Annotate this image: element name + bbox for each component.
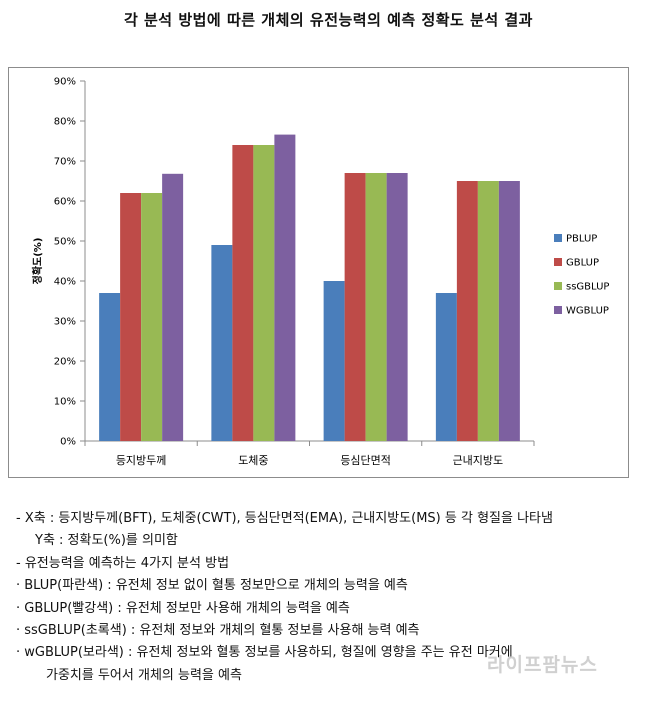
legend-label-gblup: GBLUP: [566, 258, 599, 269]
y-tick-label: 90%: [54, 77, 76, 88]
bar-ssgblup: [477, 181, 499, 441]
bar-pblup: [99, 293, 121, 441]
note-methods-heading: - 유전능력을 예측하는 4가지 분석 방법: [16, 555, 230, 571]
y-tick-label: 0%: [60, 437, 76, 448]
legend-label-wgblup: WGBLUP: [566, 306, 609, 317]
y-axis-title: 정확도(%): [31, 238, 44, 285]
y-tick-label: 30%: [54, 317, 76, 328]
note-y-axis: Y축 : 정확도(%)를 의미함: [35, 533, 178, 549]
note-wgblup: · wGBLUP(보라색) : 유전체 정보와 혈통 정보를 사용하되, 형질에…: [16, 645, 513, 661]
legend-swatch-ssgblup: [554, 282, 562, 290]
legend-swatch-gblup: [554, 258, 562, 266]
note-ssgblup: · ssGBLUP(초록색) : 유전체 정보와 개체의 혈통 정보를 사용해 …: [16, 623, 420, 639]
bar-pblup: [211, 245, 233, 441]
bar-gblup: [120, 193, 142, 441]
y-tick-label: 80%: [54, 117, 76, 128]
note-x-axis: - X축 : 등지방두께(BFT), 도체중(CWT), 등심단면적(EMA),…: [16, 511, 553, 526]
bar-wgblup: [498, 181, 520, 441]
y-tick-label: 20%: [54, 357, 76, 368]
bar-gblup: [232, 145, 254, 441]
legend-label-pblup: PBLUP: [566, 234, 597, 245]
x-category-label: 도체중: [238, 454, 268, 467]
bar-gblup: [344, 173, 366, 441]
bar-ssgblup: [253, 145, 275, 441]
bar-wgblup: [386, 173, 408, 441]
legend-swatch-wgblup: [554, 306, 562, 314]
x-category-label: 근내지방도: [453, 454, 504, 467]
bar-chart: 0% 10% 20% 30% 40% 50% 60% 70% 80% 90% 정확도(%) 등지방두께…: [31, 77, 609, 468]
legend-label-ssgblup: ssGBLUP: [566, 282, 609, 293]
notes: - X축 : 등지방두께(BFT), 도체중(CWT), 등심단면적(EMA),…: [16, 508, 656, 687]
bar-ssgblup: [365, 173, 387, 441]
y-tick-label: 50%: [54, 237, 76, 248]
x-category-label: 등심단면적: [340, 454, 391, 467]
bar-pblup: [323, 281, 345, 441]
bar-wgblup: [274, 134, 296, 441]
watermark-logo: 라이프팜뉴스: [487, 654, 598, 676]
page-title: 각 분석 방법에 따른 개체의 유전능력의 예측 정확도 분석 결과: [123, 11, 533, 29]
bar-gblup: [456, 181, 478, 441]
note-gblup: · GBLUP(빨강색) : 유전체 정보만 사용해 개체의 능력을 예측: [16, 600, 350, 616]
bar-pblup: [435, 293, 457, 441]
note-blup: · BLUP(파란색) : 유전체 정보 없이 혈통 정보만으로 개체의 능력을…: [16, 578, 408, 594]
y-tick-label: 40%: [54, 277, 76, 288]
y-tick-label: 70%: [54, 157, 76, 168]
chart-frame: [8, 67, 629, 478]
x-category-label: 등지방두께: [116, 454, 167, 467]
y-tick-label: 10%: [54, 397, 76, 408]
legend-swatch-pblup: [554, 234, 562, 242]
bar-ssgblup: [141, 193, 163, 441]
bar-wgblup: [162, 173, 184, 442]
note-wgblup-cont: 가중치를 두어서 개체의 능력을 예측: [46, 667, 242, 683]
y-tick-label: 60%: [54, 197, 76, 208]
